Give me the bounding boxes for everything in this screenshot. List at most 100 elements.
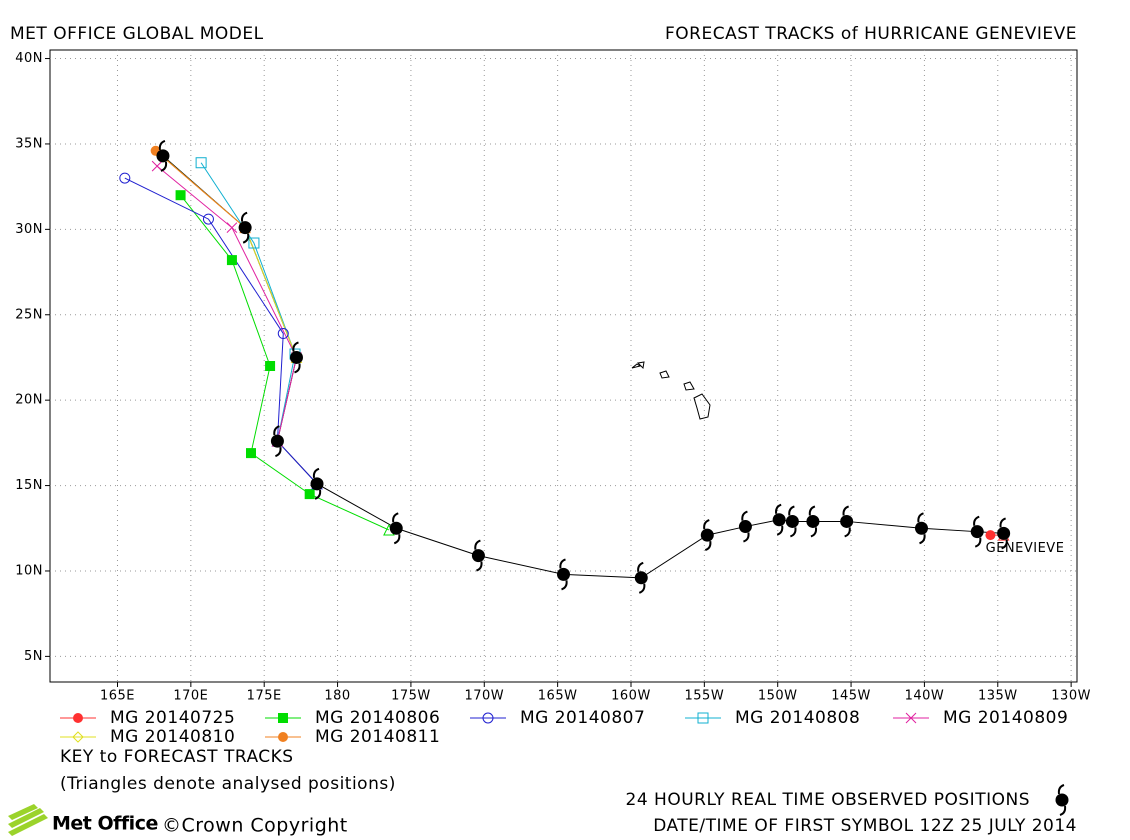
marker-shape <box>226 222 238 233</box>
x-tick-label: 145W <box>831 689 871 704</box>
marker <box>700 519 714 552</box>
marker <box>697 712 709 724</box>
marker-shape <box>265 361 276 371</box>
marker-shape <box>772 513 786 527</box>
forecast-track <box>124 177 318 485</box>
marker-shape <box>277 328 289 340</box>
marker <box>840 505 854 538</box>
storm-label: GENEVIEVE <box>986 541 1065 556</box>
marker <box>195 157 207 169</box>
marker <box>202 213 214 225</box>
logo-stripes <box>8 804 48 836</box>
title-right: FORECAST TRACKS of HURRICANE GENEVIEVE <box>665 24 1077 44</box>
y-tick-label: 40N <box>15 51 43 66</box>
y-tick-label: 15N <box>15 478 43 493</box>
marker-shape <box>202 213 214 225</box>
copyright: ©Crown Copyright <box>162 815 348 837</box>
marker-shape <box>151 160 163 172</box>
marker <box>905 712 917 724</box>
legend-label: MG 20140806 <box>315 708 440 728</box>
marker-shape <box>703 519 710 530</box>
marker <box>634 561 648 594</box>
forecast-track <box>155 150 246 229</box>
y-tick-label: 30N <box>15 222 43 237</box>
y-tick-label: 35N <box>15 136 43 151</box>
x-tick-label: 165E <box>100 689 135 704</box>
marker-shape <box>471 549 485 563</box>
marker-shape <box>393 534 401 545</box>
marker <box>226 222 238 233</box>
marker-shape <box>175 190 186 201</box>
marker-shape <box>785 514 799 528</box>
marker-shape <box>557 567 570 581</box>
marker-shape <box>697 712 709 724</box>
marker-shape <box>905 712 917 724</box>
marker-shape <box>999 517 1007 528</box>
marker <box>238 211 252 244</box>
x-tick-label: 135W <box>978 689 1018 704</box>
marker-shape <box>775 503 782 514</box>
title-left: MET OFFICE GLOBAL MODEL <box>10 24 264 44</box>
legend-label: MG 20140807 <box>520 708 645 728</box>
marker <box>471 539 485 572</box>
marker <box>72 731 84 743</box>
marker-shape <box>248 237 260 249</box>
legend-label: MG 20140808 <box>735 708 860 728</box>
marker-shape <box>806 514 820 528</box>
marker-shape <box>270 434 284 448</box>
marker-shape <box>310 477 324 491</box>
marker <box>310 467 324 500</box>
key-note: (Triangles denote analysed positions) <box>60 774 396 794</box>
marker-shape <box>160 161 168 172</box>
marker-shape <box>392 512 399 523</box>
marker-shape <box>788 505 795 516</box>
marker-shape <box>634 571 648 585</box>
marker <box>265 361 276 371</box>
legend-label: MG 20140810 <box>110 727 235 747</box>
x-tick-label: 180 <box>324 689 350 704</box>
marker-shape <box>314 489 322 500</box>
marker-shape <box>278 713 288 723</box>
legend-label: MG 20140725 <box>110 708 235 728</box>
marker-shape <box>790 527 797 538</box>
marker-shape <box>997 526 1011 540</box>
marker <box>985 530 996 541</box>
hawaii-islands <box>631 361 711 420</box>
marker <box>277 328 289 340</box>
marker <box>304 489 315 500</box>
marker-shape <box>245 448 256 459</box>
marker-shape <box>559 558 566 569</box>
marker-shape <box>476 561 483 572</box>
marker-shape <box>1057 784 1065 795</box>
marker-shape <box>808 505 816 516</box>
marker-shape <box>226 255 237 266</box>
marker-shape <box>1001 539 1008 550</box>
y-tick-label: 20N <box>15 393 43 408</box>
footer-date: DATE/TIME OF FIRST SYMBOL 12Z 25 JULY 20… <box>653 816 1077 836</box>
marker <box>278 713 288 723</box>
marker-shape <box>1059 805 1067 816</box>
observed-legend: 24 HOURLY REAL TIME OBSERVED POSITIONS <box>626 790 1030 810</box>
marker-shape <box>741 510 748 521</box>
marker-shape <box>72 731 84 743</box>
marker <box>914 512 928 545</box>
marker-shape <box>294 363 301 374</box>
marker-shape <box>238 221 252 235</box>
forecast-track <box>200 162 296 442</box>
marker-shape <box>810 527 818 538</box>
marker-shape <box>776 525 784 536</box>
marker <box>278 732 288 742</box>
legend-label: MG 20140809 <box>943 708 1068 728</box>
marker <box>226 255 237 266</box>
marker <box>73 713 83 723</box>
marker <box>175 190 186 201</box>
marker <box>772 503 786 536</box>
marker-shape <box>474 539 481 550</box>
marker-shape <box>704 540 712 552</box>
marker-shape <box>561 580 568 591</box>
marker-shape <box>195 157 207 169</box>
x-tick-label: 175E <box>247 689 282 704</box>
marker <box>151 160 163 172</box>
forecast-track <box>156 165 298 442</box>
